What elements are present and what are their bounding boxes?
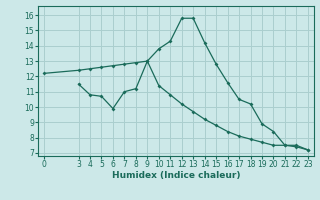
X-axis label: Humidex (Indice chaleur): Humidex (Indice chaleur)	[112, 171, 240, 180]
